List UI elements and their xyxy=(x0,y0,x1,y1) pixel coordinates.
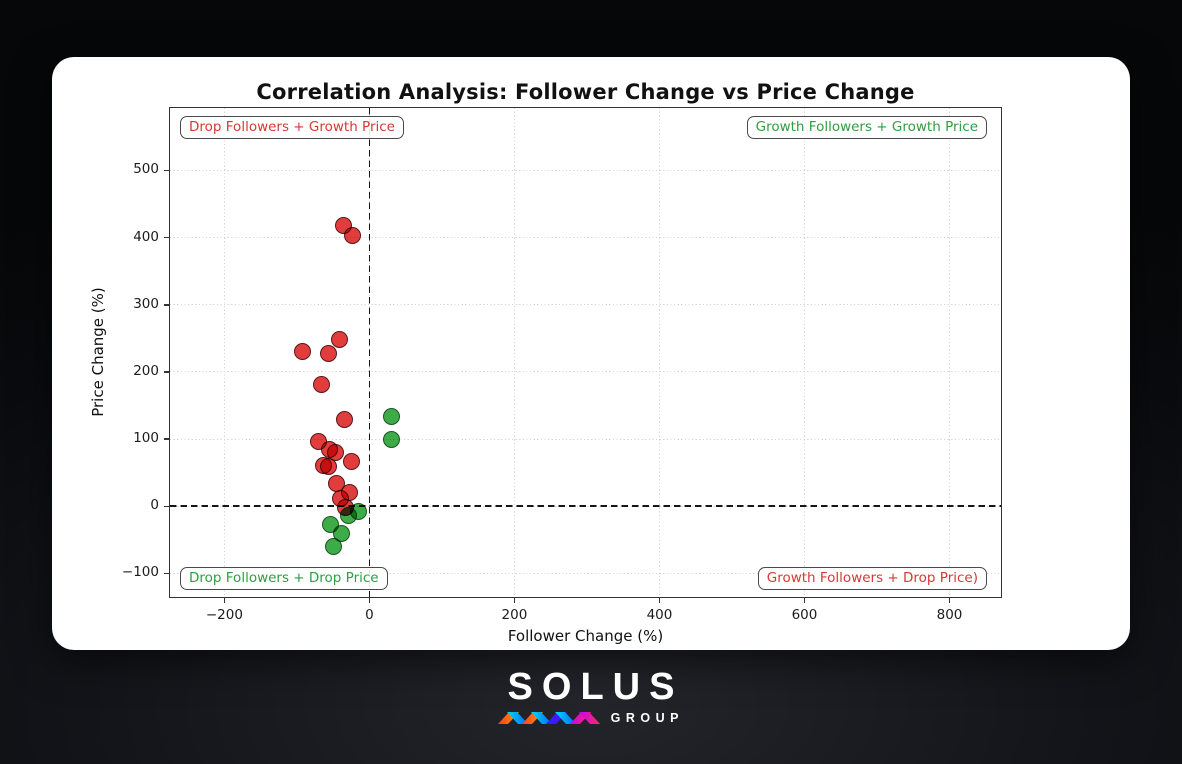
y-tick-mark xyxy=(164,371,169,373)
gridline-horizontal xyxy=(170,304,1001,306)
gridline-vertical xyxy=(513,108,515,597)
data-point-red-markers xyxy=(344,227,362,245)
x-tick-mark xyxy=(223,598,226,603)
x-tick-label: 0 xyxy=(365,607,374,623)
data-point-green-markers xyxy=(382,408,400,426)
x-tick-label: −200 xyxy=(205,607,243,623)
y-tick-label: 500 xyxy=(133,161,159,178)
chart-card: Correlation Analysis: Follower Change vs… xyxy=(52,57,1130,650)
x-tick-mark xyxy=(513,598,516,603)
gridline-horizontal xyxy=(170,438,1001,440)
y-tick-label: 400 xyxy=(133,228,159,245)
y-tick-label: 0 xyxy=(150,497,159,514)
gridline-vertical xyxy=(803,108,805,597)
data-point-green-markers xyxy=(382,430,400,448)
gridline-vertical xyxy=(223,108,225,597)
x-tick-label: 600 xyxy=(791,607,818,623)
x-tick-label: 800 xyxy=(936,607,963,623)
data-point-green-markers xyxy=(332,524,350,542)
data-point-red-markers xyxy=(336,411,354,429)
data-point-green-markers xyxy=(324,538,342,556)
x-tick-mark xyxy=(658,598,661,603)
x-tick-label: 400 xyxy=(646,607,673,623)
gridline-horizontal xyxy=(170,237,1001,239)
x-axis-label: Follower Change (%) xyxy=(507,627,664,645)
y-tick-label: 100 xyxy=(133,430,159,447)
y-tick-mark xyxy=(164,304,169,306)
quadrant-label-top-right: Growth Followers + Growth Price xyxy=(746,116,987,139)
footer-logo: SOLUS xyxy=(0,668,1182,725)
zero-refline-vertical xyxy=(368,108,371,597)
data-point-red-markers xyxy=(320,345,338,363)
chart-title: Correlation Analysis: Follower Change vs… xyxy=(256,80,915,104)
data-point-red-markers xyxy=(294,342,312,360)
y-tick-label: −100 xyxy=(121,564,159,581)
x-tick-mark xyxy=(803,598,806,603)
y-tick-label: 300 xyxy=(133,295,159,312)
data-point-red-markers xyxy=(331,330,349,348)
x-tick-mark xyxy=(948,598,951,603)
quadrant-label-top-left: Drop Followers + Growth Price xyxy=(180,116,404,139)
y-tick-mark xyxy=(164,505,169,508)
gridline-horizontal xyxy=(170,169,1001,171)
y-tick-label: 200 xyxy=(133,362,159,379)
y-tick-mark xyxy=(164,438,169,440)
data-point-red-markers xyxy=(313,375,331,393)
y-axis-label: Price Change (%) xyxy=(89,287,107,417)
logo-ribbon-icon xyxy=(498,712,600,724)
y-tick-mark xyxy=(164,236,169,239)
quadrant-label-bottom-right: Growth Followers + Drop Price) xyxy=(757,567,987,590)
gridline-horizontal xyxy=(170,572,1001,574)
data-point-red-markers xyxy=(342,452,360,470)
plot-area: Drop Followers + Growth Price Growth Foll… xyxy=(169,107,1002,598)
data-point-red-markers xyxy=(336,499,354,517)
brand-subtitle: GROUP xyxy=(610,711,684,725)
brand-row: GROUP xyxy=(498,711,684,725)
x-tick-label: 200 xyxy=(501,607,528,623)
zero-refline-horizontal xyxy=(170,505,1001,508)
gridline-vertical xyxy=(658,108,660,597)
y-tick-mark xyxy=(164,572,169,575)
x-tick-mark xyxy=(368,598,371,603)
y-tick-mark xyxy=(164,169,169,172)
quadrant-label-bottom-left: Drop Followers + Drop Price xyxy=(180,567,388,590)
gridline-horizontal xyxy=(170,371,1001,373)
data-point-red-markers xyxy=(320,458,338,476)
gridline-vertical xyxy=(949,108,951,597)
brand-name: SOLUS xyxy=(507,666,684,708)
